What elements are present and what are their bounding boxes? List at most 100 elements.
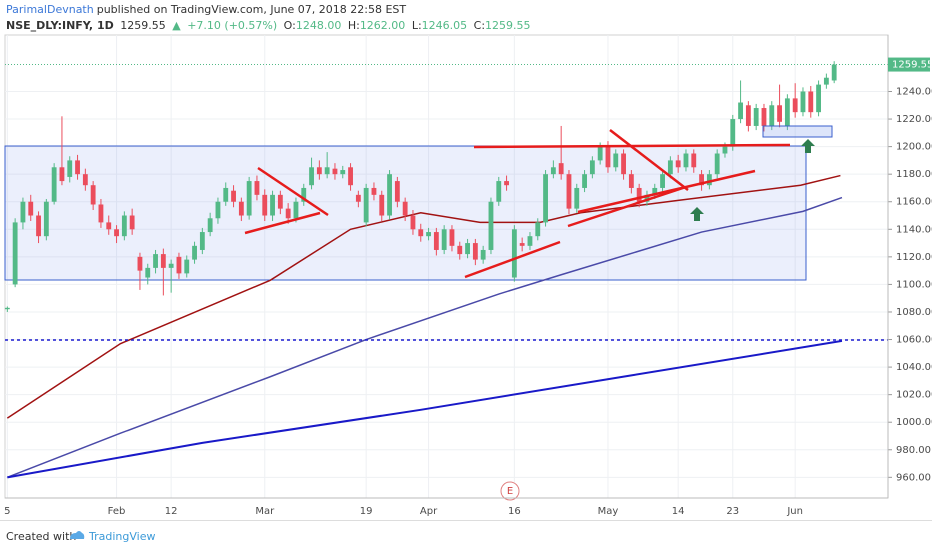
- candle-body: [644, 194, 650, 202]
- chart: E 960.00 980.00 1000.00 1020.00 1040.00 1060.…: [4, 34, 932, 517]
- y-tick-label: 1180.00: [896, 169, 932, 180]
- candle-body: [605, 146, 611, 168]
- candle-body: [589, 160, 595, 175]
- candle-body: [831, 64, 837, 81]
- candle-body: [231, 190, 236, 202]
- candle-body: [699, 174, 704, 186]
- candle-body: [465, 243, 470, 255]
- candle-body: [683, 153, 689, 168]
- candle-body: [355, 194, 361, 202]
- candle-body: [207, 218, 213, 233]
- published: published on TradingView.com, June 07, 2…: [96, 3, 407, 16]
- y-tick-label: 1140.00: [896, 224, 932, 235]
- candle-body: [472, 243, 478, 260]
- candle-body: [792, 98, 798, 113]
- candle-body: [535, 222, 541, 237]
- x-tick-label: 14: [672, 506, 685, 517]
- x-tick-label: Jun: [786, 506, 803, 517]
- candle-body: [199, 232, 205, 250]
- y-tick-label: 1200.00: [896, 142, 932, 153]
- y-tick-label: 1240.00: [896, 86, 932, 97]
- arrow: ▲: [172, 19, 181, 32]
- candle-body: [722, 146, 728, 154]
- candle-body: [480, 249, 486, 260]
- o: 1248.00: [295, 19, 342, 32]
- candle-body: [691, 153, 697, 168]
- marks: [4, 61, 888, 479]
- x-tick-label: 19: [360, 506, 373, 517]
- candle-body: [223, 187, 229, 202]
- quote-line: NSE_DLY:INFY, 1D 1259.55 ▲ +7.10 (+0.57%…: [6, 19, 534, 32]
- candle-body: [574, 187, 580, 209]
- candle-body: [316, 167, 322, 175]
- candle-body: [582, 174, 587, 188]
- candle-body: [28, 201, 34, 216]
- candle-body: [238, 201, 244, 216]
- candle-body: [488, 201, 494, 250]
- symbol: NSE_DLY:INFY, 1D: [6, 19, 114, 32]
- l-label: L:: [411, 19, 422, 32]
- candle-body: [12, 222, 18, 285]
- candle-body: [98, 204, 104, 223]
- author: ParimalDevnath: [6, 3, 94, 16]
- last-price-label: 1259.55: [892, 60, 932, 71]
- candle-body: [808, 91, 814, 113]
- candle-body: [543, 174, 548, 223]
- candle-body: [137, 256, 143, 271]
- candle-body: [145, 267, 151, 278]
- last-price-tag: [888, 57, 930, 72]
- x-tick-label: Apr: [420, 506, 438, 517]
- candle-body: [527, 236, 533, 246]
- candle-body: [496, 181, 502, 202]
- candle-body: [262, 194, 268, 216]
- candle-body: [379, 194, 385, 216]
- breakout-box: [762, 125, 833, 138]
- candle-body: [153, 254, 158, 268]
- candle-body: [246, 181, 252, 216]
- candle-body: [519, 243, 525, 246]
- y-tick-label: 1080.00: [896, 307, 932, 318]
- moving-average: [7, 339, 843, 479]
- arrow-up: [801, 139, 815, 153]
- candle-body: [215, 201, 221, 219]
- candle-body: [800, 91, 806, 113]
- x-tick-label: 12: [165, 506, 178, 517]
- candle-body: [433, 232, 439, 250]
- candle-body: [36, 215, 41, 237]
- candle-body: [121, 215, 127, 237]
- candle-body: [566, 174, 572, 209]
- candle-body: [363, 187, 369, 223]
- candle-body: [4, 307, 10, 310]
- candle-body: [394, 181, 400, 202]
- candle-body: [441, 229, 447, 250]
- candle-body: [769, 105, 775, 126]
- x-tick-label: Mar: [255, 506, 275, 517]
- candle-body: [613, 153, 619, 168]
- candle-body: [348, 167, 353, 186]
- change: +7.10 (+0.57%): [187, 19, 278, 32]
- candle-body: [309, 167, 314, 186]
- candle-body: [160, 254, 166, 268]
- candle-body: [558, 163, 564, 175]
- candle-body: [371, 187, 377, 195]
- moving-average: [7, 196, 843, 479]
- arrow-up: [690, 207, 704, 221]
- c: 1259.55: [485, 19, 531, 32]
- y-tick-label: 1040.00: [896, 362, 932, 373]
- candle-body: [301, 187, 307, 202]
- candle-body: [784, 98, 790, 126]
- footer: Created with TradingView: [0, 520, 932, 551]
- candle-body: [270, 194, 275, 216]
- event-marker: [500, 481, 520, 501]
- candle-body: [277, 194, 283, 209]
- trend-up: [577, 169, 756, 214]
- candle-body: [114, 229, 119, 237]
- candle-body: [753, 108, 759, 126]
- event-label: E: [507, 486, 513, 497]
- x-tick-label: 16: [508, 506, 521, 517]
- candle-body: [192, 245, 197, 260]
- candle-body: [621, 153, 626, 175]
- triangle-bottom: [567, 185, 687, 228]
- candle-body: [184, 259, 190, 274]
